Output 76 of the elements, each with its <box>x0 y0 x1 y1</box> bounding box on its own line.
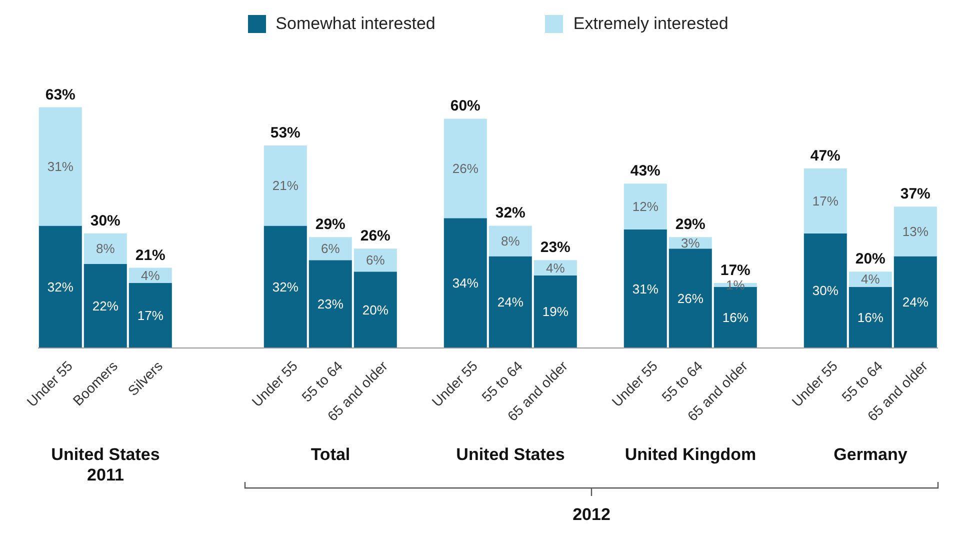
data-label: 30% <box>812 283 839 298</box>
bar <box>84 233 127 264</box>
data-label: 6% <box>321 241 340 256</box>
text: United States <box>456 445 565 464</box>
data-label: 3% <box>681 235 700 250</box>
total-label: 29% <box>315 216 346 234</box>
data-label: 19% <box>542 304 569 320</box>
bar <box>308 260 352 348</box>
bar <box>354 248 397 272</box>
bar <box>848 286 892 348</box>
bar <box>38 226 82 348</box>
data-label: 22% <box>92 298 119 314</box>
bar <box>804 168 847 234</box>
total-label: 21% <box>135 246 166 264</box>
total-label: 17% <box>720 262 750 280</box>
data-label: 21% <box>272 178 299 194</box>
total-label: 32% <box>495 204 526 222</box>
bar <box>894 206 937 256</box>
data-label: 16% <box>857 310 884 325</box>
data-label: 26% <box>677 290 704 306</box>
data-label: 23% <box>317 296 344 312</box>
data-label: 6% <box>366 252 386 268</box>
data-label: 32% <box>47 279 74 294</box>
total-label: 63% <box>45 86 76 104</box>
data-label: 4% <box>861 272 880 287</box>
total-label: 23% <box>540 239 570 256</box>
data-label: 31% <box>632 281 659 296</box>
bar <box>624 184 667 230</box>
bar <box>444 118 487 218</box>
total-label: 43% <box>630 162 660 180</box>
bar <box>668 248 712 348</box>
text: United Kingdom <box>624 445 756 464</box>
bar <box>804 233 847 348</box>
total-label: 60% <box>450 98 480 115</box>
bar <box>128 283 172 348</box>
data-label: 34% <box>452 276 479 291</box>
bar <box>264 145 307 226</box>
text: United States 2011 <box>51 445 160 484</box>
data-label: 20% <box>362 302 389 318</box>
text: 2012 <box>572 505 610 524</box>
bar <box>534 275 577 348</box>
text: Total <box>310 445 350 464</box>
bar <box>488 226 532 256</box>
bar <box>264 226 307 348</box>
data-label: 24% <box>497 294 524 310</box>
data-label: 24% <box>902 294 929 310</box>
bar <box>354 272 397 348</box>
legend-label: Somewhat interested <box>274 14 436 34</box>
bar <box>84 264 127 348</box>
data-label: 26% <box>452 160 479 176</box>
bar <box>624 230 667 348</box>
data-label: 17% <box>137 308 164 324</box>
data-label: 17% <box>812 193 839 208</box>
bar <box>444 218 487 348</box>
data-label: 4% <box>141 268 160 283</box>
data-label: 13% <box>902 224 929 239</box>
bar <box>488 256 532 348</box>
total-label: 53% <box>270 124 300 142</box>
legend-label: Extremely interested <box>572 14 728 34</box>
data-label: 16% <box>722 310 749 325</box>
data-label: 12% <box>632 199 659 214</box>
data-label: 8% <box>501 234 520 249</box>
bar <box>38 107 82 226</box>
total-label: 29% <box>675 216 706 234</box>
bar <box>308 237 352 260</box>
total-label: 20% <box>855 250 886 268</box>
data-label: 32% <box>272 279 299 294</box>
total-label: 26% <box>360 228 390 245</box>
bar <box>894 256 937 348</box>
total-label: 37% <box>900 186 930 203</box>
total-label: 30% <box>90 212 120 230</box>
data-label: 8% <box>96 241 116 256</box>
data-label: 31% <box>47 158 74 174</box>
text: Germany <box>834 445 908 464</box>
data-label: 4% <box>546 260 566 276</box>
total-label: 47% <box>810 147 840 164</box>
